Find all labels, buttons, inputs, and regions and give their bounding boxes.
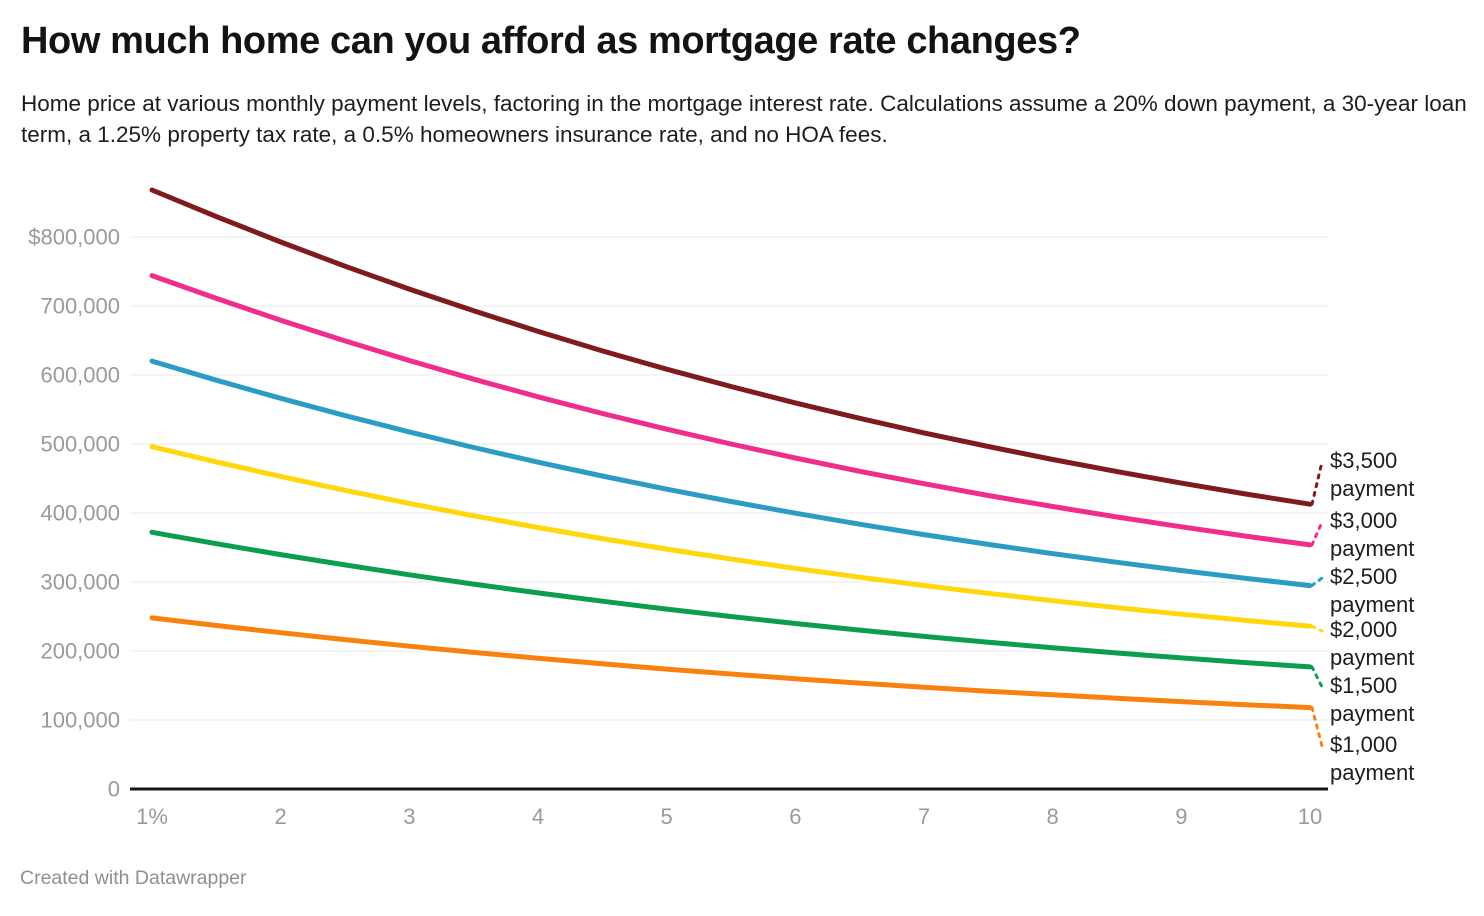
y-axis-tick-label: 400,000 bbox=[40, 501, 120, 526]
leader-line-2000-payment bbox=[1310, 624, 1324, 633]
series-line-2500-payment bbox=[149, 358, 1313, 589]
series-label-word: payment bbox=[1330, 476, 1415, 501]
series-end-label-3500-payment: $3,500 payment bbox=[1330, 447, 1414, 503]
series-label-amount: $2,500 bbox=[1330, 564, 1398, 589]
leader-line-1000-payment bbox=[1310, 706, 1324, 748]
y-axis-tick-label: 300,000 bbox=[40, 570, 120, 595]
y-axis-tick-label: 100,000 bbox=[40, 708, 120, 733]
leader-line-2500-payment bbox=[1310, 576, 1324, 588]
chart-title: How much home can you afford as mortgage… bbox=[21, 20, 1081, 62]
y-axis-tick-label: 500,000 bbox=[40, 432, 120, 457]
series-label-amount: $3,500 bbox=[1330, 448, 1398, 473]
x-axis-tick-label: 3 bbox=[403, 804, 415, 829]
series-end-label-2000-payment: $2,000 payment bbox=[1330, 616, 1414, 672]
series-label-word: payment bbox=[1330, 592, 1415, 617]
y-axis-tick-label: 700,000 bbox=[40, 294, 120, 319]
x-axis-tick-label: 5 bbox=[661, 804, 673, 829]
attribution-text: Created with Datawrapper bbox=[20, 867, 247, 889]
attribution: Created with Datawrapper bbox=[20, 867, 247, 890]
x-axis-tick-label: 7 bbox=[918, 804, 930, 829]
y-axis-tick-label: $800,000 bbox=[28, 225, 120, 250]
x-axis-tick-label: 9 bbox=[1175, 804, 1187, 829]
series-line-1500-payment bbox=[149, 529, 1313, 670]
x-axis-tick-label: 10 bbox=[1298, 804, 1322, 829]
series-label-word: payment bbox=[1330, 760, 1415, 785]
x-axis-tick-label: 2 bbox=[275, 804, 287, 829]
x-axis-tick-label: 6 bbox=[789, 804, 801, 829]
leader-line-3500-payment bbox=[1310, 460, 1324, 506]
y-axis-tick-label: 600,000 bbox=[40, 363, 120, 388]
series-line-1000-payment bbox=[149, 615, 1313, 711]
x-axis-tick-label: 4 bbox=[532, 804, 544, 829]
series-line-2000-payment bbox=[149, 444, 1313, 629]
series-line-3500-payment bbox=[149, 187, 1313, 507]
series-label-word: payment bbox=[1330, 645, 1415, 670]
series-label-amount: $3,000 bbox=[1330, 508, 1398, 533]
series-label-word: payment bbox=[1330, 701, 1415, 726]
series-label-word: payment bbox=[1330, 536, 1415, 561]
series-line-3000-payment bbox=[149, 273, 1313, 548]
series-label-amount: $2,000 bbox=[1330, 617, 1398, 642]
chart-subtitle: Home price at various monthly payment le… bbox=[21, 91, 1467, 147]
series-end-label-2500-payment: $2,500 payment bbox=[1330, 563, 1414, 619]
series-label-amount: $1,000 bbox=[1330, 732, 1398, 757]
series-end-label-3000-payment: $3,000 payment bbox=[1330, 507, 1414, 563]
leader-line-1500-payment bbox=[1310, 665, 1324, 689]
x-axis-tick-label: 8 bbox=[1047, 804, 1059, 829]
x-axis-tick-label: 1% bbox=[136, 804, 168, 829]
leader-line-3000-payment bbox=[1310, 520, 1324, 547]
y-axis-tick-label: 0 bbox=[108, 777, 120, 802]
series-end-label-1500-payment: $1,500 payment bbox=[1330, 672, 1414, 728]
series-end-label-1000-payment: $1,000 payment bbox=[1330, 731, 1414, 787]
y-axis-tick-label: 200,000 bbox=[40, 639, 120, 664]
series-label-amount: $1,500 bbox=[1330, 673, 1398, 698]
